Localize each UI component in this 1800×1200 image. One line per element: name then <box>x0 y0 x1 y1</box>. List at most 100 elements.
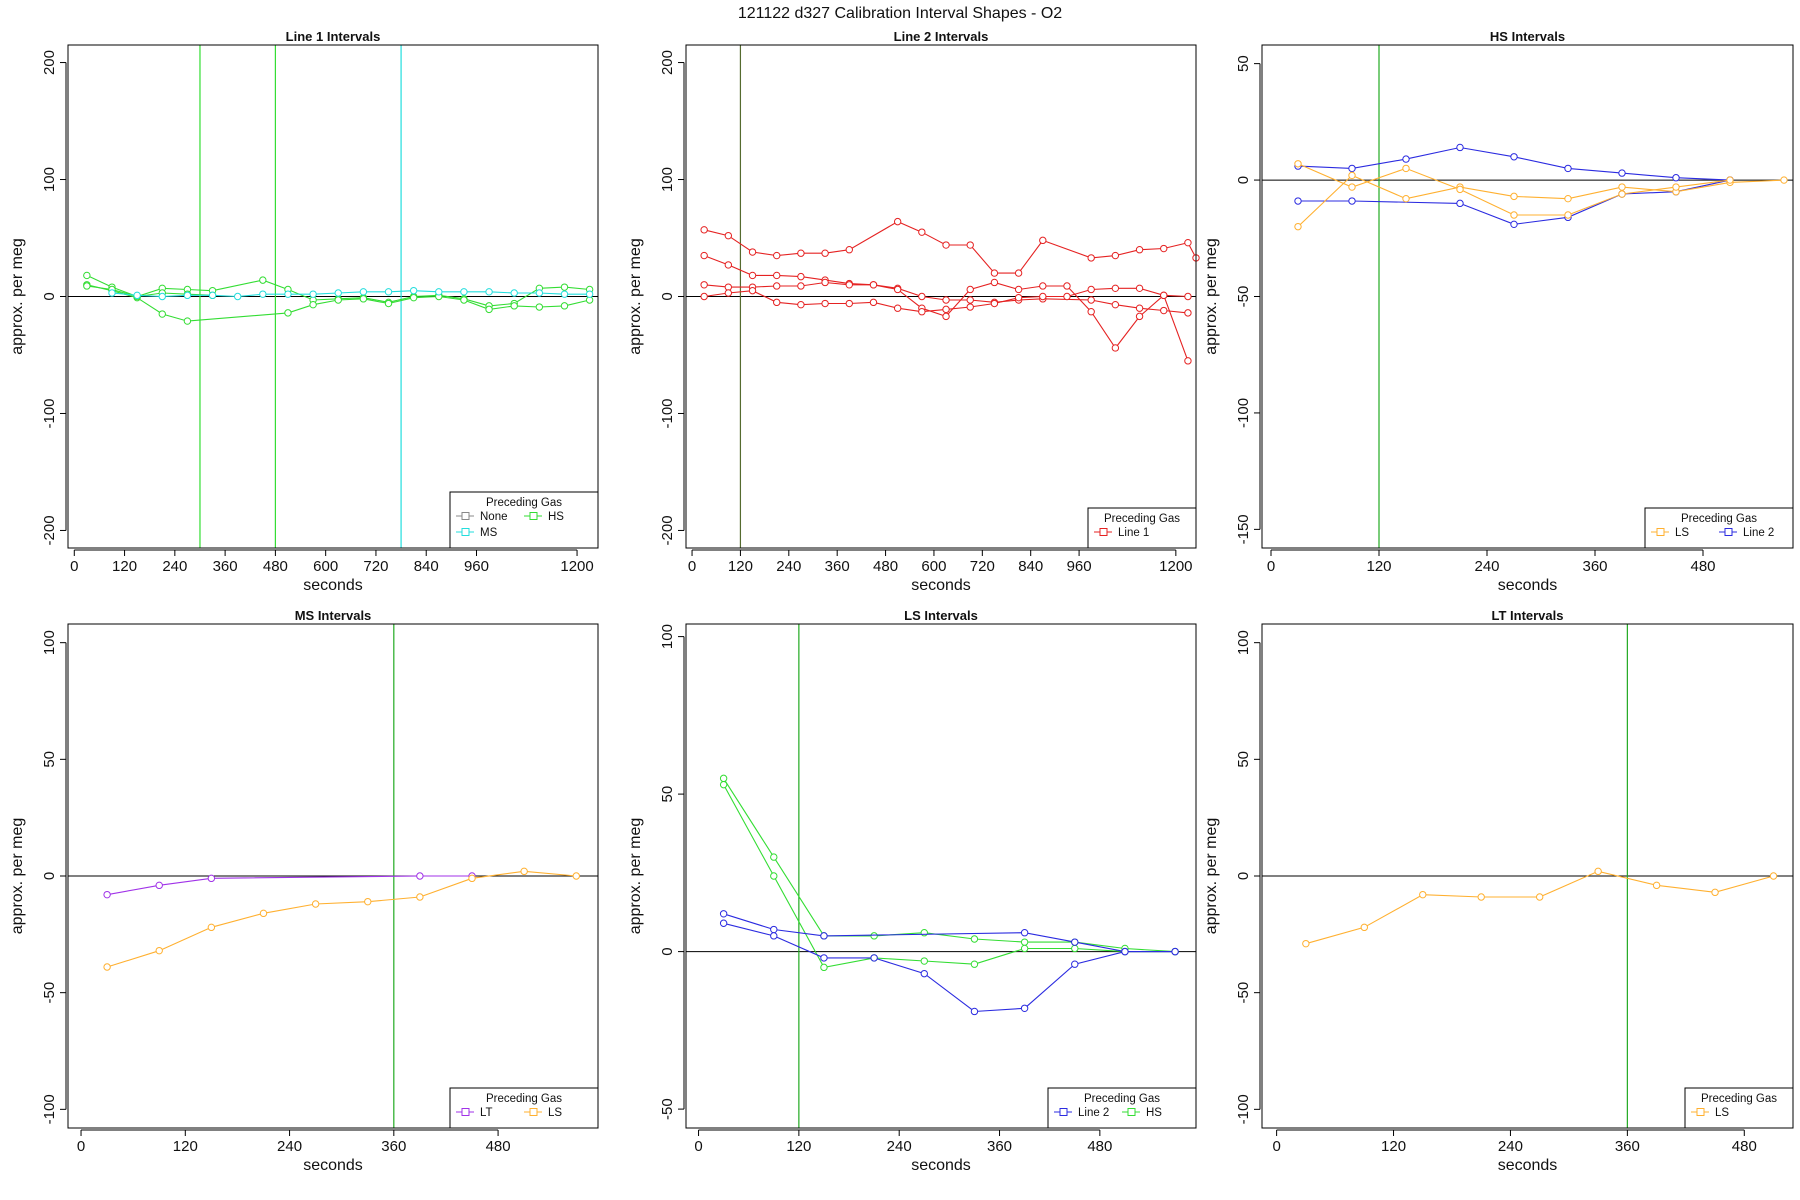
data-point <box>869 281 878 289</box>
data-point <box>770 853 778 861</box>
x-axis-label: seconds <box>1498 1157 1558 1174</box>
data-point <box>869 298 878 307</box>
data-point <box>966 241 974 249</box>
data-point <box>1160 244 1168 253</box>
y-tick-label: -50 <box>41 982 58 1004</box>
data-point <box>821 299 829 308</box>
series-line <box>703 255 1188 314</box>
legend-swatch-marker <box>1059 1108 1068 1116</box>
x-tick-label: 360 <box>1615 1138 1640 1155</box>
data-point <box>560 283 569 291</box>
y-axis-label: approx. per meg <box>627 818 644 935</box>
data-point <box>1160 291 1168 300</box>
data-point <box>1160 306 1168 315</box>
data-point <box>284 309 292 317</box>
data-point <box>1171 947 1179 956</box>
x-axis-label: seconds <box>303 1157 363 1174</box>
data-point <box>585 290 594 298</box>
data-point <box>1111 284 1120 293</box>
data-point <box>1071 960 1079 968</box>
x-tick-label: 1200 <box>1159 558 1192 575</box>
panel-title: MS Intervals <box>295 608 372 623</box>
x-tick-label: 360 <box>1582 558 1607 575</box>
legend-entry: HS <box>1146 1107 1162 1119</box>
data-point <box>1456 199 1464 208</box>
data-point <box>259 290 267 298</box>
data-point <box>435 288 443 296</box>
data-point <box>700 292 708 301</box>
y-axis-label: approx. per meg <box>1203 238 1220 355</box>
panel-title: Line 1 Intervals <box>286 29 381 44</box>
data-point <box>83 271 91 280</box>
series-line <box>86 274 590 307</box>
data-point <box>797 272 805 281</box>
data-point <box>103 963 111 971</box>
series-line <box>703 220 1197 274</box>
data-point <box>1014 285 1023 294</box>
legend-entry: LS <box>1715 1107 1729 1119</box>
data-point <box>1121 947 1129 956</box>
data-point <box>1419 890 1427 899</box>
data-point <box>1510 211 1518 219</box>
data-point <box>1071 938 1079 946</box>
x-tick-label: 240 <box>1474 558 1499 575</box>
y-tick-label: 100 <box>659 624 676 649</box>
legend-entry: LS <box>1675 527 1689 539</box>
y-tick-label: 0 <box>41 872 58 880</box>
chart-1: Line 2 Intervals 0 120 240 360 480 600 720 840 96… <box>627 29 1200 594</box>
data-point <box>1063 282 1071 290</box>
data-point <box>700 226 708 234</box>
legend-title: Preceding Gas <box>1104 513 1180 525</box>
panel-title: LS Intervals <box>904 608 978 623</box>
data-point <box>1087 285 1095 294</box>
data-point <box>133 291 141 300</box>
x-tick-label: 480 <box>1732 1138 1757 1155</box>
x-axis-label: seconds <box>911 1157 971 1174</box>
data-point <box>1672 174 1680 182</box>
data-point <box>259 276 267 284</box>
y-tick-label: 100 <box>41 167 58 192</box>
plot-frame <box>1261 44 1794 549</box>
data-point <box>1348 197 1356 205</box>
data-point <box>893 285 902 294</box>
data-point <box>770 872 778 880</box>
y-tick-label: -200 <box>659 515 676 545</box>
y-tick-label: -150 <box>1235 514 1252 544</box>
data-point <box>208 291 217 300</box>
data-point <box>520 867 528 876</box>
x-axis-label: seconds <box>1498 577 1558 594</box>
data-point <box>1063 292 1071 301</box>
data-point <box>334 289 342 297</box>
data-point <box>560 302 569 310</box>
data-point <box>1014 269 1023 277</box>
data-point <box>334 296 342 304</box>
data-point <box>384 288 393 296</box>
y-tick-label: 50 <box>1235 751 1252 768</box>
series-line <box>106 870 577 968</box>
data-point <box>1087 308 1095 316</box>
legend-box <box>449 491 599 549</box>
legend-swatch-marker <box>1696 1108 1705 1116</box>
y-axis-label: approx. per meg <box>1203 818 1220 935</box>
data-point <box>183 291 192 300</box>
y-tick-label: 0 <box>1235 872 1252 880</box>
x-tick-label: 120 <box>173 1138 198 1155</box>
data-point <box>845 281 853 289</box>
data-point <box>1594 867 1602 876</box>
data-point <box>990 278 999 287</box>
y-tick-label: -100 <box>41 1094 58 1124</box>
plot-frame <box>685 623 1197 1129</box>
data-point <box>1184 292 1192 301</box>
x-tick-label: 240 <box>277 1138 302 1155</box>
x-tick-label: 1200 <box>560 558 593 575</box>
data-point <box>1726 176 1734 184</box>
data-point <box>1020 938 1029 946</box>
data-point <box>1535 893 1544 901</box>
legend-entry: HS <box>548 511 564 523</box>
data-point <box>384 299 393 308</box>
x-tick-label: 840 <box>414 558 439 575</box>
data-point <box>1510 192 1518 201</box>
data-point <box>1564 211 1572 219</box>
x-tick-label: 120 <box>728 558 753 575</box>
data-point <box>845 299 853 308</box>
